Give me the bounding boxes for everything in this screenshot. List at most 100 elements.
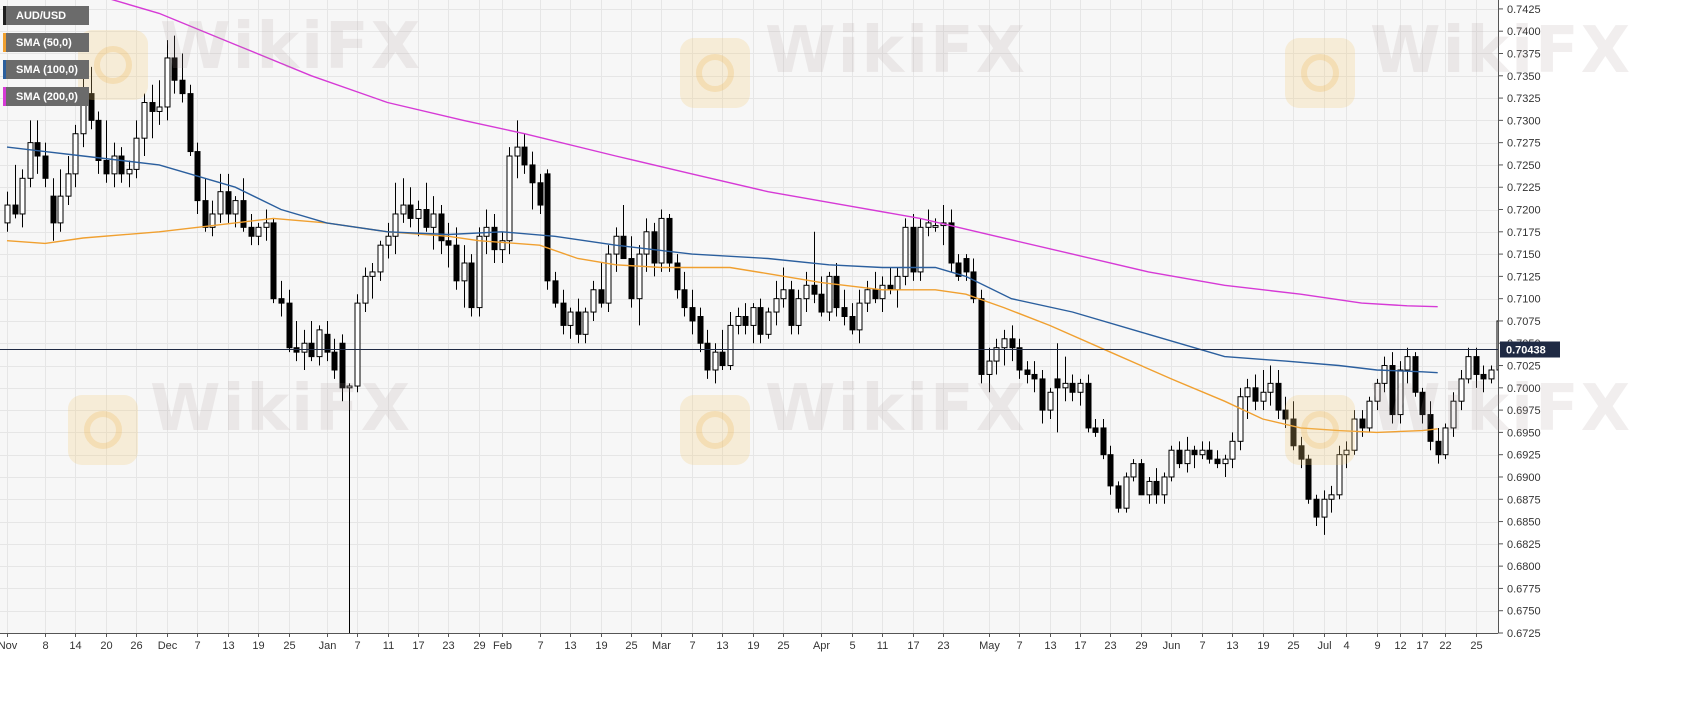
candle [1381, 365, 1388, 384]
candle [1115, 485, 1122, 509]
price-tick-label: 0.7350 [1507, 71, 1541, 83]
time-tick-label: 19 [252, 640, 264, 652]
time-tick-label: 25 [1287, 640, 1299, 652]
candle [1085, 382, 1092, 429]
candle [948, 222, 955, 264]
price-tick-label: 0.6925 [1507, 450, 1541, 462]
watermark-logo-icon [68, 395, 138, 465]
candle [12, 204, 19, 215]
candle [1305, 458, 1312, 500]
candle [1001, 338, 1008, 349]
time-tick-label: 20 [100, 640, 112, 652]
candle [111, 155, 118, 175]
candle [932, 225, 939, 228]
time-tick-label: 13 [716, 640, 728, 652]
candle [1351, 418, 1358, 451]
candle [346, 385, 353, 389]
time-tick-label: 7 [1199, 640, 1205, 652]
candle [666, 217, 673, 264]
time-tick-label: 25 [283, 640, 295, 652]
time-tick-label: Apr [813, 640, 830, 652]
candle [392, 213, 399, 237]
time-tick-label: 14 [69, 640, 81, 652]
candle [1123, 476, 1130, 509]
candle [620, 235, 627, 260]
candle [270, 222, 277, 300]
candle [377, 244, 384, 273]
price-tick-label: 0.6875 [1507, 494, 1541, 506]
time-tick-label: 17 [1074, 640, 1086, 652]
candle [1191, 449, 1198, 456]
time-tick-label: 26 [130, 640, 142, 652]
candle [286, 302, 293, 349]
candle [415, 209, 422, 219]
candle [1321, 498, 1328, 518]
candle [1199, 449, 1206, 456]
time-tick-label: Jun [1163, 640, 1181, 652]
watermark-logo-icon [1285, 395, 1355, 465]
candle [818, 293, 825, 313]
candle [590, 289, 597, 313]
candle [780, 289, 787, 300]
legend-item-sma50[interactable]: SMA (50,0) [3, 33, 89, 52]
candle [803, 284, 810, 300]
candle [719, 351, 726, 367]
candle [1077, 382, 1084, 393]
candle [118, 155, 125, 175]
time-tick-label: Jan [319, 640, 337, 652]
candle [491, 226, 498, 251]
time-tick-label: 7 [689, 640, 695, 652]
candle [1047, 391, 1054, 411]
candle [704, 342, 711, 371]
legend-item-sma200[interactable]: SMA (200,0) [3, 87, 89, 106]
candle [1153, 480, 1160, 496]
candle [339, 342, 346, 389]
candle [689, 307, 696, 322]
candle [248, 226, 255, 237]
candle [1404, 356, 1411, 371]
sma-line [6, 217, 1438, 434]
candle [978, 298, 985, 375]
time-tick-label: 17 [412, 640, 424, 652]
candle [560, 302, 567, 326]
candle [468, 262, 475, 309]
candle [582, 311, 589, 335]
time-tick-label: 13 [1226, 640, 1238, 652]
time-tick-label: Mar [652, 640, 671, 652]
candle [658, 217, 665, 264]
candle [697, 316, 704, 344]
candle [354, 302, 361, 387]
candle [1336, 454, 1343, 496]
candle [1244, 387, 1251, 398]
candle [232, 200, 239, 215]
candle [72, 133, 79, 175]
candle [537, 182, 544, 206]
candle [187, 93, 194, 153]
candle [925, 222, 932, 228]
candle [1024, 369, 1031, 375]
candle [126, 168, 133, 175]
legend-item-sma100[interactable]: SMA (100,0) [3, 60, 89, 79]
candle [598, 289, 605, 304]
price-tick-label: 0.7275 [1507, 138, 1541, 150]
price-tick-label: 0.7400 [1507, 26, 1541, 38]
legend-swatch [3, 33, 6, 52]
price-axis: 0.6725 0.6750 0.6775 0.6800 0.6825 0.6850 0.68… [1498, 0, 1707, 712]
candle [1184, 449, 1191, 465]
price-tick-label: 0.6775 [1507, 583, 1541, 595]
candle [1092, 427, 1099, 433]
legend-item-symbol[interactable]: AUD/USD [3, 6, 89, 25]
candle [750, 307, 757, 326]
candle [986, 360, 993, 375]
candle [674, 262, 681, 291]
plot-background [0, 0, 1498, 633]
candle [636, 253, 643, 300]
price-tick-label: 0.7075 [1507, 316, 1541, 328]
watermark: WikiFX [160, 10, 423, 84]
candle [887, 284, 894, 291]
price-tick-label: 0.7025 [1507, 361, 1541, 373]
candle [849, 316, 856, 331]
candle [453, 244, 460, 282]
legend-label: SMA (100,0) [16, 63, 78, 76]
time-tick-label: 11 [383, 640, 394, 652]
